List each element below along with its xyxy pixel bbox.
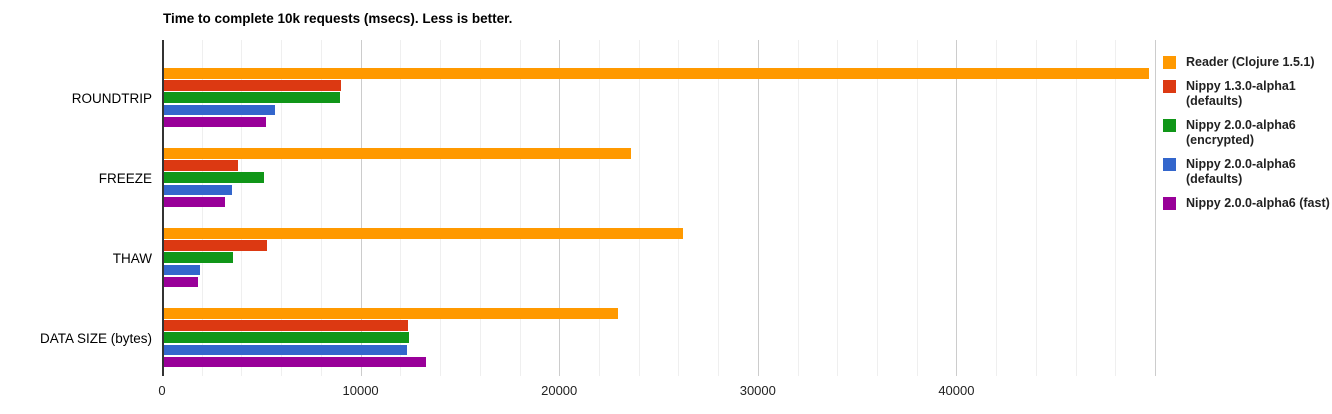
gridline-minor: [996, 40, 998, 376]
legend-item-label: Nippy 2.0.0-alpha6 (fast): [1186, 196, 1330, 210]
legend-item-label: Nippy 1.3.0-alpha1 (defaults): [1186, 79, 1296, 108]
gridline-minor: [241, 40, 243, 376]
legend-swatch-icon: [1163, 119, 1176, 132]
bar-series0-cat2: [164, 228, 683, 239]
legend-item-label: Nippy 2.0.0-alpha6 (encrypted): [1186, 118, 1296, 147]
gridline-minor: [440, 40, 441, 376]
x-axis-tick-label: 40000: [938, 383, 975, 398]
gridline-major: [559, 40, 561, 376]
bar-series3-cat2: [164, 264, 200, 276]
bar-series3-cat0: [164, 104, 275, 116]
gridline-major: [956, 40, 958, 376]
gridline-minor: [1115, 40, 1117, 376]
gridline-minor: [797, 40, 799, 376]
gridline-minor: [877, 40, 878, 376]
gridline-minor: [638, 40, 640, 376]
gridline-minor: [400, 40, 402, 376]
bar-series2-cat2: [164, 252, 233, 263]
legend: Reader (Clojure 1.5.1) Nippy 1.3.0-alpha1…: [1163, 55, 1331, 220]
bar-series2-cat0: [164, 92, 341, 103]
chart-title: Time to complete 10k requests (msecs). L…: [163, 11, 513, 26]
gridline-minor: [837, 40, 839, 376]
bar-series2-cat3: [164, 332, 409, 343]
legend-item: Nippy 2.0.0-alpha6 (fast): [1163, 196, 1331, 211]
bar-series4-cat2: [164, 276, 198, 288]
bar-series2-cat1: [164, 172, 264, 183]
gridline-minor: [598, 40, 600, 376]
x-axis-tick-label: 0: [158, 383, 166, 398]
legend-swatch-icon: [1163, 80, 1176, 93]
legend-item: Reader (Clojure 1.5.1): [1163, 55, 1331, 70]
gridline-minor: [678, 40, 680, 376]
gridline-minor: [281, 40, 283, 376]
legend-item-label: Reader (Clojure 1.5.1): [1186, 55, 1315, 69]
y-axis-line: [162, 40, 164, 376]
bar-series3-cat1: [164, 184, 232, 196]
gridline-major: [360, 40, 362, 376]
bar-series0-cat3: [164, 308, 618, 319]
gridline-major: [757, 40, 759, 376]
bar-series1-cat0: [164, 80, 342, 91]
bar-series1-cat3: [164, 320, 408, 331]
gridline-minor: [479, 40, 481, 376]
legend-item: Nippy 1.3.0-alpha1 (defaults): [1163, 79, 1331, 109]
plot-area: [162, 40, 1156, 376]
bar-series3-cat3: [164, 344, 407, 356]
bar-series1-cat2: [164, 240, 267, 251]
x-axis-tick-label: 20000: [541, 383, 578, 398]
legend-item: Nippy 2.0.0-alpha6 (encrypted): [1163, 118, 1331, 148]
gridline-minor: [718, 40, 720, 376]
legend-swatch-icon: [1163, 197, 1176, 210]
legend-swatch-icon: [1163, 158, 1176, 171]
bar-series4-cat0: [164, 116, 266, 128]
bar-series1-cat1: [164, 160, 239, 171]
bar-series4-cat3: [164, 356, 426, 368]
category-label: THAW: [112, 250, 152, 266]
gridline-minor: [1035, 40, 1037, 376]
gridline-minor: [201, 40, 203, 376]
gridline-major: [1155, 40, 1156, 376]
gridline-minor: [320, 40, 322, 376]
category-label: ROUNDTRIP: [71, 90, 152, 106]
x-axis-tick-label: 10000: [342, 383, 379, 398]
x-axis-tick-label: 30000: [739, 383, 776, 398]
bar-series0-cat1: [164, 148, 631, 159]
gridline-minor: [1075, 40, 1077, 376]
bar-series4-cat1: [164, 196, 225, 208]
legend-swatch-icon: [1163, 56, 1176, 69]
legend-item-label: Nippy 2.0.0-alpha6 (defaults): [1186, 157, 1296, 186]
gridline-minor: [519, 40, 521, 376]
bar-series0-cat0: [164, 68, 1149, 79]
category-label: FREEZE: [98, 170, 152, 186]
gridline-minor: [916, 40, 918, 376]
category-label: DATA SIZE (bytes): [39, 330, 152, 346]
legend-item: Nippy 2.0.0-alpha6 (defaults): [1163, 157, 1331, 187]
